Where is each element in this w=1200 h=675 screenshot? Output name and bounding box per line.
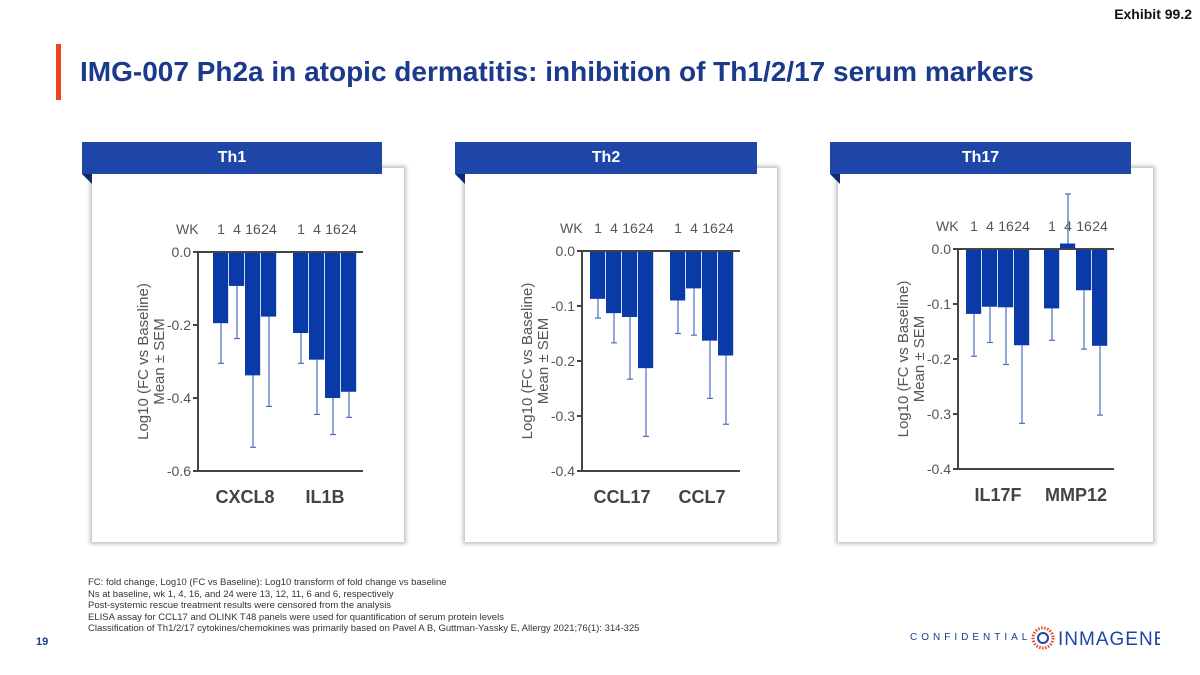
panel-header-th17: Th17 <box>830 142 1131 174</box>
header-fold <box>830 174 840 184</box>
logo-text: INMAGENE <box>1058 629 1160 650</box>
category-label: MMP12 <box>1045 485 1107 505</box>
category-label: IL1B <box>305 487 344 507</box>
week-tick-label: 1 <box>1048 218 1056 234</box>
category-label: CCL7 <box>678 487 725 507</box>
bar-cxcl8-wk16 <box>245 252 261 376</box>
week-label: WK <box>176 221 199 237</box>
y-axis-label: Log10 (FC vs Baseline) <box>135 283 152 440</box>
logo-sun-icon <box>1031 626 1055 650</box>
bar-ccl7-wk24 <box>718 251 734 356</box>
week-tick-label: 4 <box>986 218 994 234</box>
footnotes: FC: fold change, Log10 (FC vs Baseline):… <box>88 577 639 635</box>
bar-il1b-wk4 <box>309 252 325 360</box>
week-tick-label: 16 <box>622 220 638 236</box>
y-tick-label: -0.3 <box>551 408 575 424</box>
bar-ccl17-wk24 <box>638 251 654 369</box>
bar-cxcl8-wk24 <box>261 252 277 317</box>
y-axis-label-2: Mean ± SEM <box>535 318 552 405</box>
week-tick-label: 24 <box>718 220 734 236</box>
confidential-label: CONFIDENTIAL <box>910 632 1032 643</box>
y-tick-label: -0.3 <box>927 406 951 422</box>
week-tick-label: 24 <box>1014 218 1030 234</box>
week-tick-label: 4 <box>313 221 321 237</box>
y-tick-label: -0.2 <box>167 317 191 333</box>
exhibit-label: Exhibit 99.2 <box>1114 6 1192 22</box>
y-tick-label: -0.4 <box>551 463 575 479</box>
week-tick-label: 16 <box>245 221 261 237</box>
y-axis-label-2: Mean ± SEM <box>911 316 928 403</box>
category-label: IL17F <box>974 485 1021 505</box>
header-fold <box>455 174 465 184</box>
week-tick-label: 16 <box>1076 218 1092 234</box>
week-label: WK <box>936 218 959 234</box>
week-tick-label: 1 <box>674 220 682 236</box>
bar-cxcl8-wk1 <box>213 252 229 324</box>
week-tick-label: 24 <box>638 220 654 236</box>
week-tick-label: 16 <box>702 220 718 236</box>
inmagene-logo: INMAGENE <box>1030 624 1166 657</box>
bar-mmp12-wk24 <box>1092 249 1108 346</box>
y-tick-label: -0.2 <box>551 353 575 369</box>
bar-il17f-wk16 <box>998 249 1014 308</box>
bar-mmp12-wk1 <box>1044 249 1060 309</box>
footnote: Post-systemic rescue treatment results w… <box>88 600 392 612</box>
week-label: WK <box>560 220 583 236</box>
week-tick-label: 1 <box>217 221 225 237</box>
bar-ccl7-wk16 <box>702 251 718 341</box>
y-tick-label: -0.1 <box>927 296 951 312</box>
bar-il17f-wk1 <box>966 249 982 314</box>
footnote: ELISA assay for CCL17 and OLINK T48 pane… <box>88 611 504 623</box>
y-tick-label: 0.0 <box>556 243 576 259</box>
week-tick-label: 16 <box>998 218 1014 234</box>
bar-il17f-wk4 <box>982 249 998 307</box>
week-tick-label: 4 <box>610 220 618 236</box>
bar-il1b-wk24 <box>341 252 357 392</box>
bar-ccl7-wk1 <box>670 251 686 301</box>
y-tick-label: 0.0 <box>172 244 192 260</box>
week-tick-label: 24 <box>341 221 357 237</box>
week-tick-label: 16 <box>325 221 341 237</box>
panel-header-th1: Th1 <box>82 142 382 174</box>
bar-ccl17-wk4 <box>606 251 622 314</box>
week-tick-label: 1 <box>970 218 978 234</box>
footnote: Ns at baseline, wk 1, 4, 16, and 24 were… <box>88 588 394 600</box>
y-axis-label: Log10 (FC vs Baseline) <box>895 281 912 438</box>
y-tick-label: -0.4 <box>927 461 951 477</box>
y-tick-label: -0.2 <box>927 351 951 367</box>
page-number: 19 <box>36 636 49 648</box>
panel-header-th2: Th2 <box>455 142 757 174</box>
week-tick-label: 4 <box>233 221 241 237</box>
week-tick-label: 4 <box>690 220 698 236</box>
y-axis-label: Log10 (FC vs Baseline) <box>519 283 536 440</box>
bar-il17f-wk24 <box>1014 249 1030 346</box>
y-tick-label: 0.0 <box>932 241 952 257</box>
week-tick-label: 24 <box>1092 218 1108 234</box>
bar-mmp12-wk4 <box>1060 243 1076 249</box>
bar-mmp12-wk16 <box>1076 249 1092 291</box>
bar-ccl17-wk1 <box>590 251 606 299</box>
bar-il1b-wk16 <box>325 252 341 398</box>
y-axis-label-2: Mean ± SEM <box>151 318 168 405</box>
header-fold <box>82 174 92 184</box>
bar-ccl17-wk16 <box>622 251 638 317</box>
title-accent-bar <box>56 44 61 100</box>
week-tick-label: 24 <box>261 221 277 237</box>
bar-ccl7-wk4 <box>686 251 702 289</box>
y-tick-label: -0.4 <box>167 390 191 406</box>
footnote: FC: fold change, Log10 (FC vs Baseline):… <box>88 577 447 588</box>
y-tick-label: -0.1 <box>551 298 575 314</box>
category-label: CCL17 <box>593 487 650 507</box>
bar-cxcl8-wk4 <box>229 252 245 286</box>
footnote: Classification of Th1/2/17 cytokines/che… <box>88 623 640 635</box>
week-tick-label: 1 <box>297 221 305 237</box>
y-tick-label: -0.6 <box>167 463 191 479</box>
page-title: IMG-007 Ph2a in atopic dermatitis: inhib… <box>80 56 1034 87</box>
category-label: CXCL8 <box>215 487 274 507</box>
week-tick-label: 1 <box>594 220 602 236</box>
bar-il1b-wk1 <box>293 252 309 334</box>
